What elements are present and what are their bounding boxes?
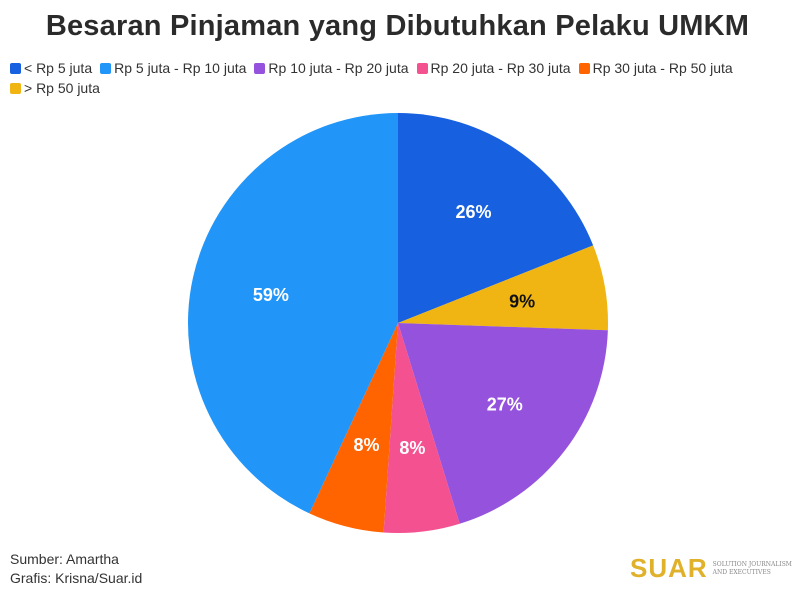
legend-swatch (10, 62, 21, 74)
logo-tagline: SOLUTION JOURNALISM AND EXECUTIVES (713, 561, 792, 577)
pie-slice (398, 323, 608, 524)
chart-title: Besaran Pinjaman yang Dibutuhkan Pelaku … (45, 10, 750, 42)
legend-item: > Rp 50 juta (10, 80, 100, 96)
slice-data-label: 9% (509, 291, 535, 311)
legend-swatch (254, 62, 266, 74)
slice-data-label: 8% (354, 435, 380, 455)
pie-slice (309, 323, 398, 533)
legend-label: < Rp 5 juta (24, 60, 93, 76)
legend-swatch (416, 62, 428, 74)
pie-slice (398, 113, 594, 323)
legend-item: Rp 30 juta - Rp 50 juta (578, 60, 733, 76)
footer: Sumber: Amartha Grafis: Krisna/Suar.id (10, 550, 142, 588)
source-text: Sumber: Amartha (10, 551, 119, 567)
legend-label: Rp 5 juta - Rp 10 juta (114, 60, 247, 76)
legend: < Rp 5 juta Rp 5 juta - Rp 10 juta Rp 10 j… (10, 60, 790, 96)
logo-word: SUAR (630, 553, 708, 583)
legend-label: > Rp 50 juta (24, 80, 100, 96)
legend-item: Rp 5 juta - Rp 10 juta (100, 60, 246, 76)
pie-slice (188, 113, 398, 514)
suar-logo: SUAR SOLUTION JOURNALISM AND EXECUTIVES (630, 553, 792, 584)
legend-swatch (100, 62, 112, 74)
legend-label: Rp 10 juta - Rp 20 juta (268, 60, 409, 76)
credit-text: Grafis: Krisna/Suar.id (10, 570, 143, 586)
logo-tagline-2: AND EXECUTIVES (712, 568, 771, 576)
legend-item: Rp 10 juta - Rp 20 juta (254, 60, 409, 76)
legend-swatch (578, 62, 590, 74)
logo-tagline-1: SOLUTION JOURNALISM (712, 560, 792, 568)
legend-item: < Rp 5 juta (10, 60, 92, 76)
slice-data-label: 26% (455, 202, 491, 222)
legend-item: Rp 20 juta - Rp 30 juta (416, 60, 571, 76)
legend-label: Rp 20 juta - Rp 30 juta (430, 60, 571, 76)
slice-data-label: 8% (399, 438, 425, 458)
legend-swatch (10, 82, 21, 94)
slice-data-label: 59% (253, 285, 289, 305)
legend-label: Rp 30 juta - Rp 50 juta (592, 60, 733, 76)
pie-slice (398, 245, 608, 331)
slice-data-label: 27% (487, 395, 523, 415)
pie-slice (383, 323, 460, 533)
